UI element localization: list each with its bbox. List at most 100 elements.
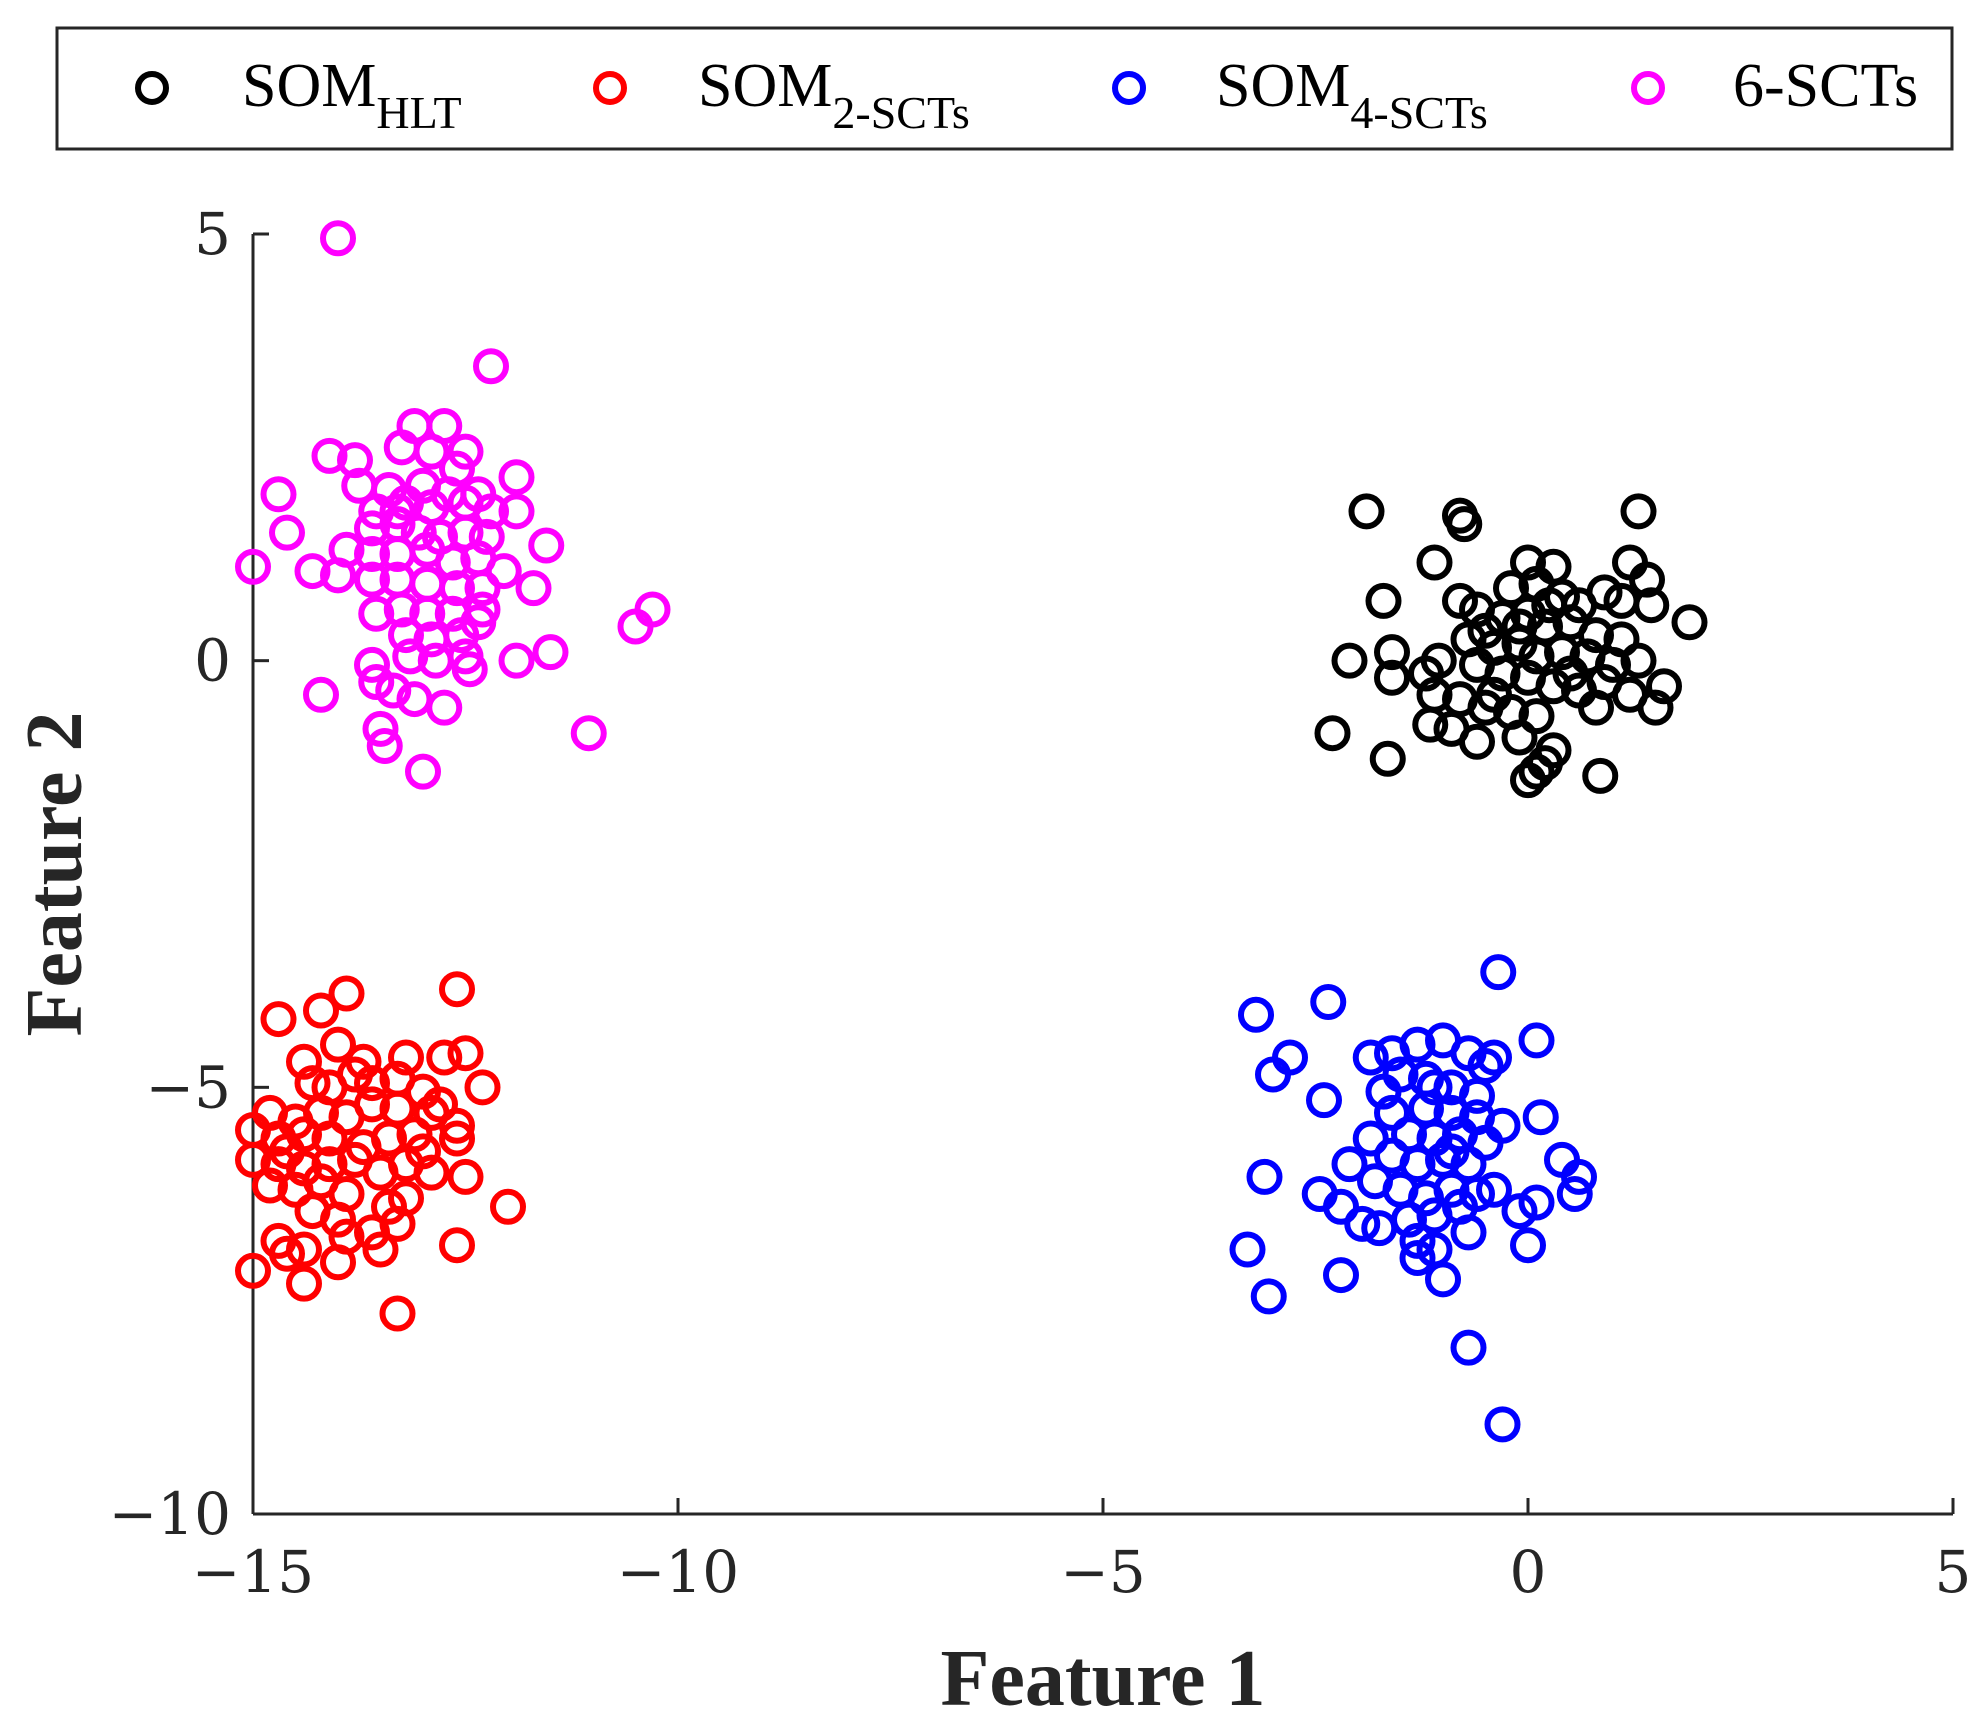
data-point <box>1399 1146 1436 1183</box>
data-point <box>320 1026 356 1063</box>
data-point <box>269 1235 305 1272</box>
data-point <box>439 1107 475 1144</box>
y-axis-title: Feature 2 <box>11 711 99 1036</box>
data-point <box>311 437 348 474</box>
data-point <box>1420 642 1457 679</box>
legend-entry-som-2-scts: SOM2-SCTs <box>593 52 970 138</box>
data-point <box>1467 1048 1504 1084</box>
data-point <box>413 1154 450 1191</box>
data-point <box>1510 544 1546 581</box>
data-point <box>1595 646 1631 683</box>
y-ticks: −10 −5 0 5 <box>109 200 269 1548</box>
data-point <box>634 591 671 628</box>
data-point <box>354 510 390 547</box>
legend-label-som-2-scts: SOM <box>698 52 832 120</box>
data-point <box>1246 1158 1283 1195</box>
data-point <box>362 1231 399 1268</box>
data-point <box>1612 544 1648 581</box>
legend-sub-som-4-scts: 4-SCTs <box>1350 87 1487 138</box>
data-point <box>388 484 424 521</box>
data-point <box>1518 638 1555 675</box>
data-point <box>379 1295 416 1332</box>
data-point <box>1476 1171 1512 1208</box>
data-point <box>1238 996 1274 1033</box>
data-point <box>320 1201 356 1238</box>
data-point <box>388 617 424 654</box>
data-point <box>354 1065 390 1102</box>
data-point <box>320 220 356 257</box>
data-point <box>354 646 390 683</box>
data-point <box>515 570 552 607</box>
x-tick-label: −5 <box>1060 1538 1146 1606</box>
legend-label-6-scts: 6-SCTs <box>1733 52 1918 120</box>
data-point <box>1399 1026 1436 1063</box>
data-point <box>1412 706 1449 743</box>
data-point <box>413 433 450 470</box>
data-point <box>1442 582 1478 619</box>
data-point <box>405 753 441 790</box>
data-point <box>303 992 339 1029</box>
data-point <box>354 561 390 598</box>
data-point <box>1582 757 1619 794</box>
series-2 <box>1229 954 1597 1443</box>
data-point <box>1671 604 1708 641</box>
data-point <box>1399 1240 1436 1276</box>
data-point <box>311 1146 348 1183</box>
data-point <box>1501 1193 1538 1230</box>
y-tick-label: −10 <box>109 1480 231 1548</box>
data-point <box>1433 1094 1470 1131</box>
data-point <box>1323 1257 1359 1294</box>
data-point <box>1633 587 1670 624</box>
data-point <box>1531 587 1568 624</box>
data-point <box>1484 1406 1521 1443</box>
data-point <box>1518 1022 1555 1059</box>
data-point <box>235 548 271 585</box>
data-point <box>464 570 501 607</box>
svg-text:SOM2-SCTs: SOM2-SCTs <box>698 52 970 138</box>
legend-marker-som-2-scts <box>593 71 627 105</box>
data-point <box>1352 1039 1389 1076</box>
data-point <box>1272 1039 1308 1076</box>
data-point <box>1365 582 1402 619</box>
data-point <box>1637 689 1674 726</box>
data-point <box>447 1035 484 1072</box>
data-point <box>388 1039 424 1076</box>
data-point <box>320 1244 356 1281</box>
y-tick-label: −5 <box>146 1053 232 1121</box>
data-point <box>269 514 305 551</box>
data-point <box>362 710 399 747</box>
data-points <box>235 220 1708 1443</box>
x-tick-label: 5 <box>1935 1538 1972 1606</box>
data-point <box>1510 1227 1546 1264</box>
data-point <box>498 642 535 679</box>
data-point <box>1344 1205 1381 1242</box>
data-point <box>426 1039 463 1076</box>
data-point <box>1323 1188 1359 1225</box>
data-point <box>379 493 416 530</box>
data-point <box>451 651 488 688</box>
series-0 <box>1314 493 1708 799</box>
svg-text:SOMHLT: SOMHLT <box>242 52 462 138</box>
data-point <box>1544 1141 1580 1178</box>
data-point <box>1467 1124 1504 1161</box>
data-point <box>409 595 446 632</box>
data-point <box>434 544 471 581</box>
data-point <box>1518 753 1555 790</box>
data-point <box>1544 634 1580 671</box>
data-point <box>1331 1146 1368 1183</box>
data-point <box>1314 715 1351 752</box>
data-point <box>1620 493 1657 530</box>
data-point <box>473 493 509 530</box>
data-point <box>498 459 535 496</box>
data-point <box>1416 1069 1453 1106</box>
data-point <box>366 728 403 764</box>
data-point <box>1391 1201 1427 1238</box>
data-point <box>1255 1056 1291 1093</box>
data-point <box>1433 1133 1470 1170</box>
data-point <box>439 570 475 607</box>
data-point <box>426 689 463 726</box>
data-point <box>1450 1214 1487 1251</box>
data-point <box>260 476 297 513</box>
data-point <box>1250 1278 1287 1315</box>
data-point <box>1556 1176 1593 1212</box>
